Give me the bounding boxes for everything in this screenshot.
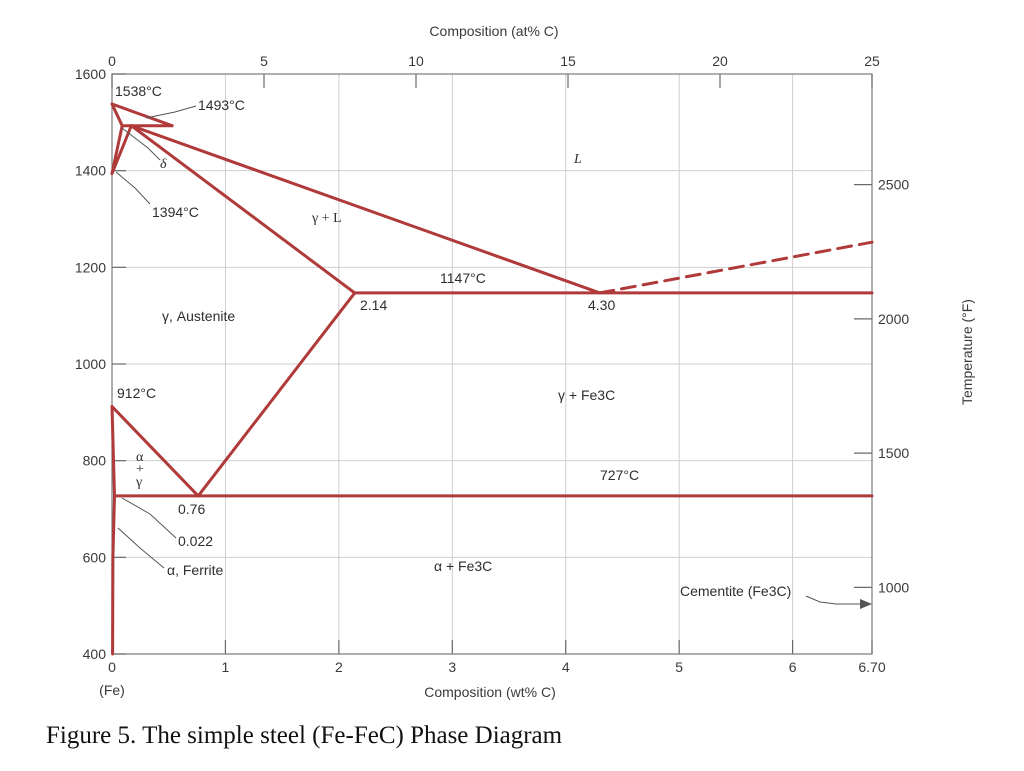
bottom-tick-label: 0: [108, 659, 116, 675]
label-912c: 912°C: [117, 385, 156, 401]
top-axis-title: Composition (at% C): [429, 23, 558, 39]
region-alpha-fe3c: α + Fe3C: [434, 558, 492, 574]
left-tick-label: 1400: [75, 163, 106, 179]
bottom-axis-title: Composition (wt% C): [424, 684, 555, 700]
right-tick-label: 1500: [878, 445, 909, 461]
bottom-tick-label: 1: [222, 659, 230, 675]
top-tick-label: 25: [864, 53, 880, 69]
leader-0-022: [121, 497, 177, 539]
right-tick-label: 2000: [878, 311, 909, 327]
label-2-14: 2.14: [360, 297, 387, 313]
label-4-30: 4.30: [588, 297, 615, 313]
top-tick-label: 5: [260, 53, 268, 69]
leader-1493c: [145, 105, 197, 119]
label-0-022: 0.022: [178, 533, 213, 549]
phase-boundaries: [110, 102, 874, 656]
boundary-alpha-gamma: [110, 405, 116, 498]
bottom-tick-label: 6.70: [858, 659, 885, 675]
region-alpha-gamma-plus: +: [136, 462, 144, 477]
leader-delta: [121, 127, 161, 161]
boundary-a3-line: [110, 405, 200, 498]
label-delta: δ: [160, 157, 167, 172]
region-cementite: Cementite (Fe3C): [680, 583, 791, 599]
boundary-acm-line: [196, 291, 357, 498]
figure-caption: Figure 5. The simple steel (Fe-FeC) Phas…: [46, 722, 563, 749]
left-tick-label: 400: [83, 646, 107, 662]
boundary-ferrite-solvus: [111, 494, 116, 656]
bottom-tick-label: 3: [448, 659, 456, 675]
right-tick-label: 2500: [878, 177, 909, 193]
fe-origin-label: (Fe): [99, 682, 125, 698]
label-727c: 727°C: [600, 467, 639, 483]
boundary-liquidus-cementite-dashed: [598, 240, 874, 295]
leader-1394c: [115, 171, 151, 205]
top-tick-label: 0: [108, 53, 116, 69]
label-1538c: 1538°C: [115, 83, 162, 99]
region-ferrite: α, Ferrite: [167, 562, 224, 578]
left-tick-label: 800: [83, 453, 107, 469]
label-1394c: 1394°C: [152, 204, 199, 220]
left-tick-label: 1600: [75, 66, 106, 82]
grid: [112, 74, 872, 654]
left-tick-label: 1200: [75, 259, 106, 275]
region-gamma-fe3c: γ + Fe3C: [558, 387, 615, 403]
top-tick-label: 20: [712, 53, 728, 69]
boundary-delta-solvus: [110, 102, 124, 176]
region-alpha-gamma-alpha: α: [136, 450, 144, 465]
bottom-tick-label: 5: [675, 659, 683, 675]
bottom-tick-label: 2: [335, 659, 343, 675]
label-1147c: 1147°C: [440, 270, 486, 286]
bottom-tick-label: 4: [562, 659, 570, 675]
top-tick-label: 15: [560, 53, 576, 69]
leader-ferrite: [117, 527, 165, 569]
left-tick-label: 600: [83, 549, 107, 565]
boundary-liquidus-to-eutectic: [129, 124, 602, 295]
right-tick-label: 1000: [878, 579, 909, 595]
left-tick-label: 1000: [75, 356, 106, 372]
leader-cementite: [805, 595, 868, 605]
region-liquid: L: [573, 152, 582, 167]
top-tick-label: 10: [408, 53, 424, 69]
region-austenite: γ, Austenite: [162, 308, 235, 324]
region-alpha-gamma-gamma: γ: [135, 475, 142, 490]
label-0-76: 0.76: [178, 501, 205, 517]
boundary-delta-gamma: [110, 124, 133, 176]
region-gamma-liquid: γ + L: [311, 211, 342, 226]
boundary-solidus-gamma: [129, 124, 357, 295]
bottom-tick-label: 6: [789, 659, 797, 675]
label-1493c: 1493°C: [198, 97, 245, 113]
label-leaders: [115, 105, 872, 609]
right-axis-title: Temperature (°F): [959, 299, 975, 405]
boundary-liquidus-delta: [110, 102, 174, 128]
cementite-arrowhead: [860, 599, 872, 609]
